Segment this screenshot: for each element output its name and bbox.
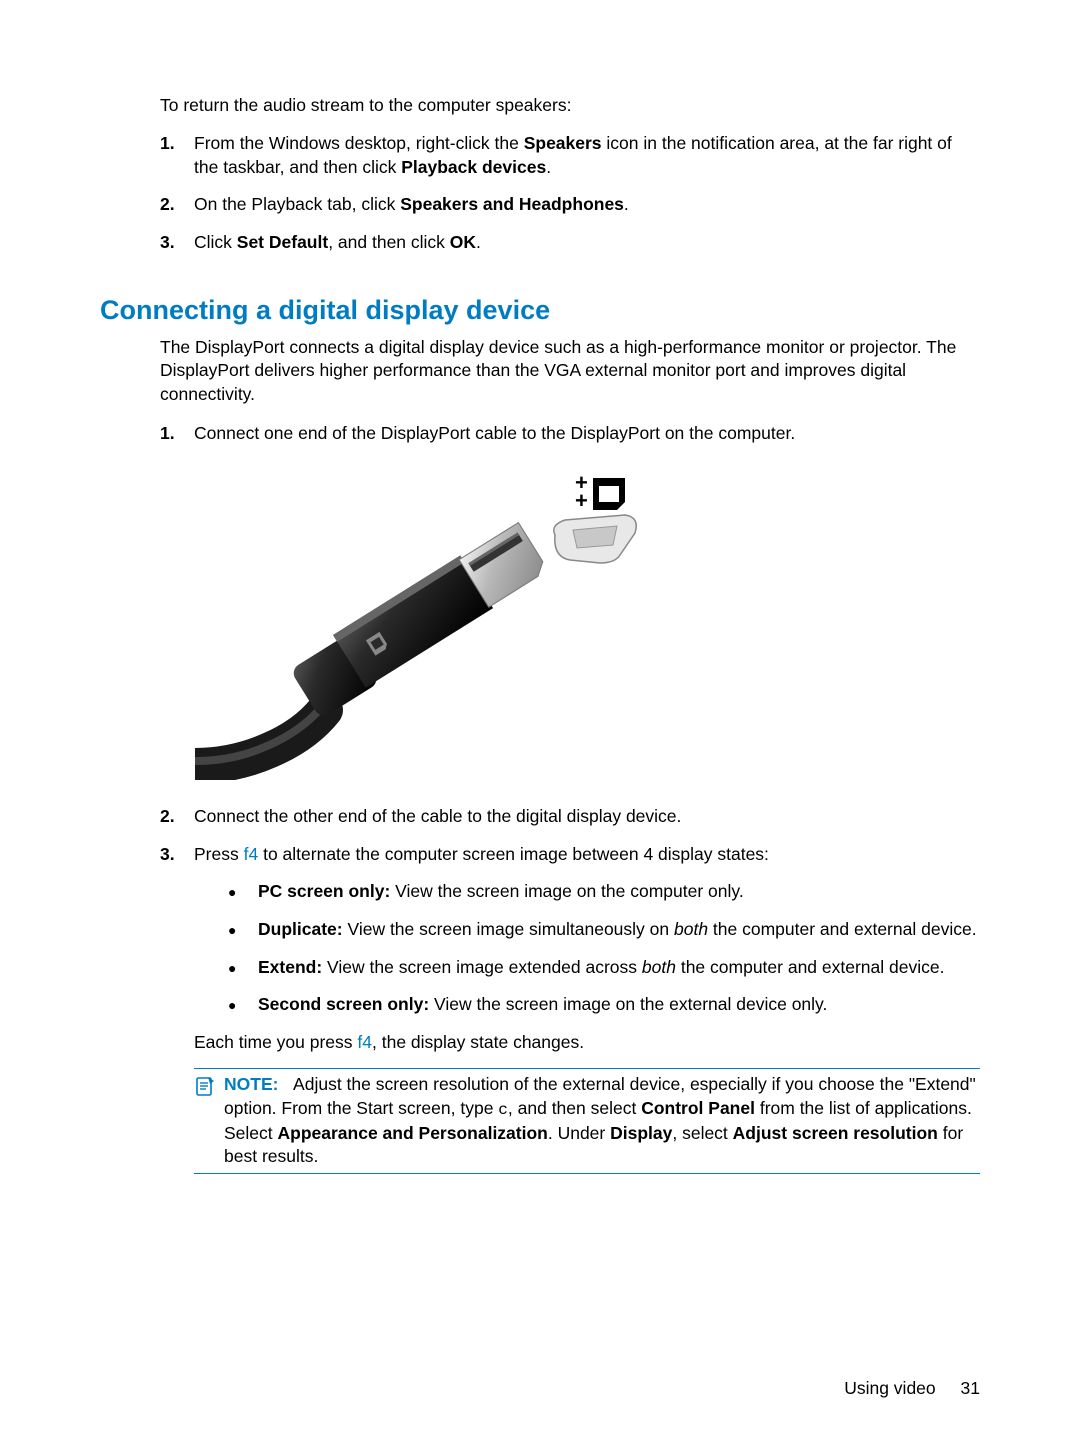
list-text: Connect one end of the DisplayPort cable… (194, 422, 980, 446)
list-text: Click Set Default, and then click OK. (194, 231, 980, 255)
list-item: 2. Connect the other end of the cable to… (160, 805, 980, 829)
paragraph: The DisplayPort connects a digital displ… (160, 336, 980, 407)
note-text: NOTE: Adjust the screen resolution of th… (224, 1073, 980, 1168)
svg-text:+: + (575, 488, 588, 513)
footer-section: Using video (844, 1378, 935, 1398)
list-item: 2. On the Playback tab, click Speakers a… (160, 193, 980, 217)
page-footer: Using video 31 (844, 1378, 980, 1399)
list-text: On the Playback tab, click Speakers and … (194, 193, 980, 217)
list-text: Press f4 to alternate the computer scree… (194, 843, 980, 1174)
sub-paragraph: Each time you press f4, the display stat… (194, 1031, 980, 1055)
list-number: 1. (160, 132, 194, 179)
note-callout: NOTE: Adjust the screen resolution of th… (194, 1068, 980, 1173)
bullet-marker: ● (228, 956, 258, 980)
list-number: 3. (160, 843, 194, 1174)
bullet-item: ● PC screen only: View the screen image … (228, 880, 980, 904)
list-text-inner: Press f4 to alternate the computer scree… (194, 843, 980, 867)
bullet-list: ● PC screen only: View the screen image … (228, 880, 980, 1017)
list-text: From the Windows desktop, right-click th… (194, 132, 980, 179)
bullet-marker: ● (228, 993, 258, 1017)
bullet-item: ● Second screen only: View the screen im… (228, 993, 980, 1017)
bullet-item: ● Duplicate: View the screen image simul… (228, 918, 980, 942)
footer-page-number: 31 (961, 1378, 980, 1398)
list-number: 2. (160, 193, 194, 217)
list-text: Connect the other end of the cable to th… (194, 805, 980, 829)
intro-text: To return the audio stream to the comput… (160, 95, 980, 116)
list-item: 3. Press f4 to alternate the computer sc… (160, 843, 980, 1174)
ordered-list-1: 1. From the Windows desktop, right-click… (160, 132, 980, 255)
list-item: 1. From the Windows desktop, right-click… (160, 132, 980, 179)
list-item: 1. Connect one end of the DisplayPort ca… (160, 422, 980, 446)
note-label: NOTE: (224, 1074, 278, 1094)
bullet-text: PC screen only: View the screen image on… (258, 880, 980, 904)
bullet-text: Second screen only: View the screen imag… (258, 993, 980, 1017)
note-icon (194, 1073, 224, 1168)
list-item: 3. Click Set Default, and then click OK. (160, 231, 980, 255)
list-number: 1. (160, 422, 194, 446)
ordered-list-2: 1. Connect one end of the DisplayPort ca… (160, 422, 980, 446)
list-number: 2. (160, 805, 194, 829)
bullet-marker: ● (228, 918, 258, 942)
bullet-text: Duplicate: View the screen image simulta… (258, 918, 980, 942)
bullet-text: Extend: View the screen image extended a… (258, 956, 980, 980)
ordered-list-2-cont: 2. Connect the other end of the cable to… (160, 805, 980, 1174)
section-heading: Connecting a digital display device (100, 295, 980, 326)
displayport-cable-image: + + (195, 460, 980, 785)
bullet-item: ● Extend: View the screen image extended… (228, 956, 980, 980)
note-body: Adjust the screen resolution of the exte… (224, 1074, 976, 1166)
document-page: To return the audio stream to the comput… (0, 0, 1080, 1437)
list-number: 3. (160, 231, 194, 255)
bullet-marker: ● (228, 880, 258, 904)
